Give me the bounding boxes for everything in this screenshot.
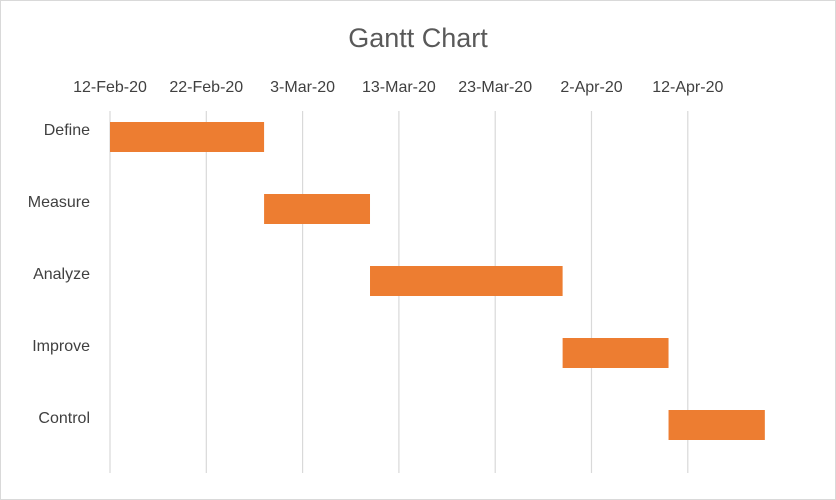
task-bar-control [668,410,765,440]
x-axis-tick-labels: 12-Feb-20 22-Feb-20 3-Mar-20 13-Mar-20 23-Ma… [73,79,723,96]
task-bar-analyze [370,266,563,296]
chart-title: Gantt Chart [348,23,488,53]
x-tick-label: 13-Mar-20 [362,79,436,96]
x-tick-label: 12-Feb-20 [73,79,147,96]
category-label-improve: Improve [32,338,90,355]
task-bars [110,122,765,440]
task-bar-improve [562,338,669,368]
task-bar-define [110,122,265,152]
x-tick-label: 2-Apr-20 [560,79,622,96]
x-tick-label: 23-Mar-20 [458,79,532,96]
task-bar-measure [264,194,371,224]
x-tick-label: 3-Mar-20 [270,79,335,96]
category-label-analyze: Analyze [33,266,90,283]
category-label-define: Define [44,122,90,139]
x-tick-label: 12-Apr-20 [652,79,723,96]
category-label-measure: Measure [28,194,90,211]
x-tick-label: 22-Feb-20 [169,79,243,96]
category-label-control: Control [38,410,90,427]
y-axis-category-labels: Define Measure Analyze Improve Control [28,122,90,427]
